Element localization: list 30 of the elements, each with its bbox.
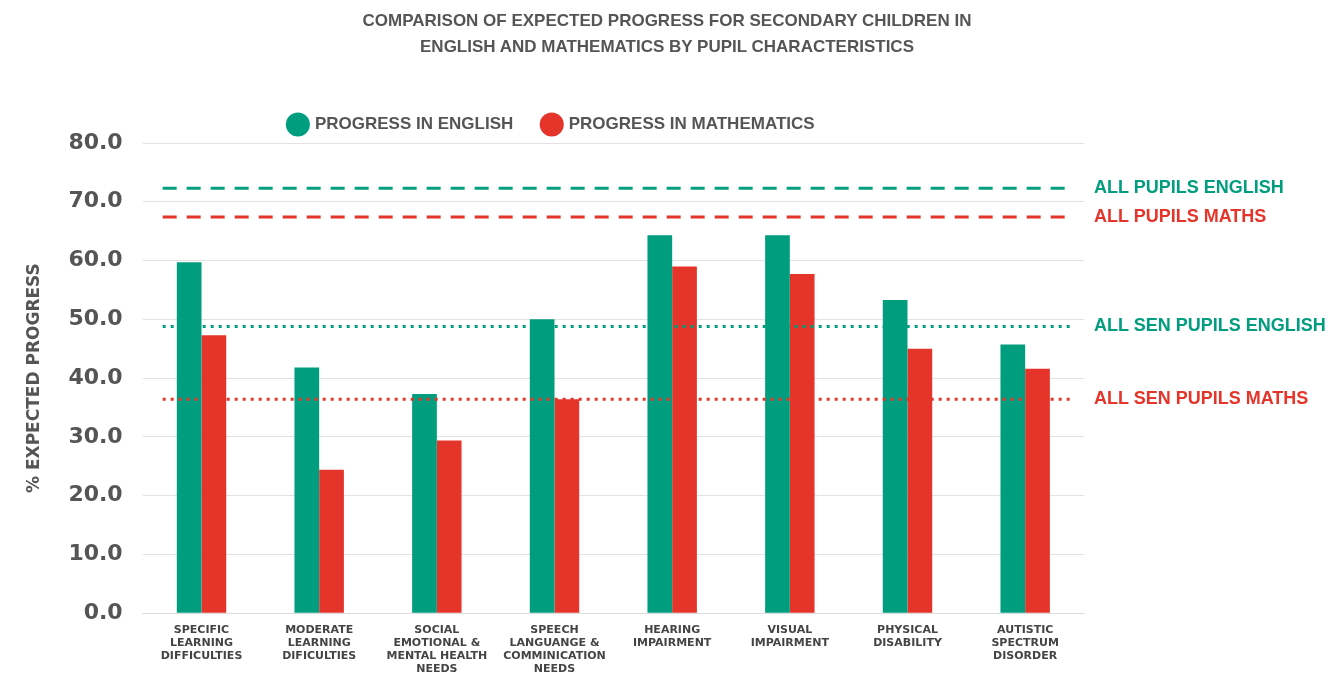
bar	[412, 393, 437, 613]
bar	[1000, 344, 1026, 613]
bar	[319, 469, 344, 613]
x-tick-label: VISUAL IMPAIRMENT	[750, 622, 830, 649]
y-tick-label: 70.0	[68, 187, 123, 213]
y-tick-label: 30.0	[68, 422, 123, 448]
ref-line-label: ALL SEN PUPILS ENGLISH	[1094, 315, 1326, 336]
legend-label: PROGRESS IN MATHEMATICS	[568, 114, 815, 134]
bar	[436, 440, 462, 613]
chart-title: COMPARISON OF EXPECTED PROGRESS FOR SECONDARY CHILDREN IN ENGLISH AND MATHEMATICS BY PUPIL CHARACTERISTICS	[361, 10, 973, 58]
ref-line-label: ALL PUPILS ENGLISH	[1094, 177, 1284, 198]
y-tick-label: 20.0	[68, 481, 123, 507]
ref-line-label: ALL PUPILS MATHS	[1094, 206, 1267, 227]
bar	[294, 367, 320, 613]
x-tick-label: HEARING IMPAIRMENT	[633, 622, 712, 649]
y-tick-label: 40.0	[68, 363, 123, 389]
y-tick-label: 0.0	[83, 598, 123, 624]
x-tick-label: MODERATE LEARNING DIFICULTIES	[282, 622, 357, 663]
y-axis-title: % EXPECTED PROGRESS	[22, 263, 43, 494]
x-tick-label: SOCIAL EMOTIONAL & MENTAL HEALTH NEEDS	[386, 622, 488, 676]
x-tick-label: SPECIFIC LEARNING DIFFICULTIES	[160, 622, 243, 663]
ref-line-label: ALL SEN PUPILS MATHS	[1094, 388, 1309, 409]
x-tick-label: PHYSICAL DISABILITY	[873, 622, 943, 649]
y-tick-label: 80.0	[68, 128, 123, 154]
legend-label: PROGRESS IN ENGLISH	[314, 114, 514, 134]
x-tick-label: SPEECH LANGUANGE & COMMINICATION NEEDS	[503, 622, 606, 676]
y-tick-label: 60.0	[68, 246, 123, 272]
x-tick-label: AUTISTIC SPECTRUM DISORDER	[991, 622, 1059, 663]
y-tick-label: 10.0	[68, 540, 123, 566]
y-tick-label: 50.0	[68, 305, 123, 331]
